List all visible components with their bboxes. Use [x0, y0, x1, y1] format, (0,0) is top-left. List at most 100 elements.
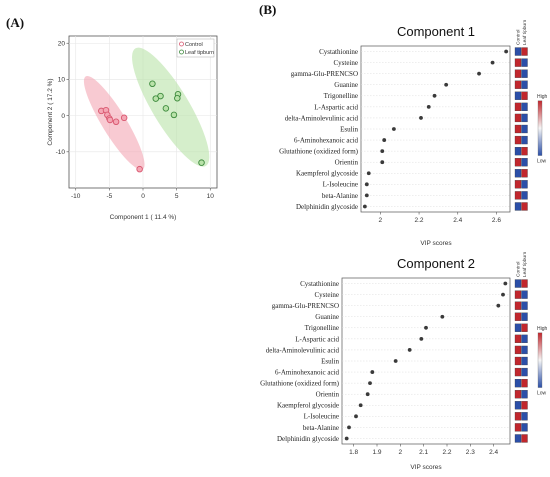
- vip2-heatmap-cell: [521, 345, 528, 355]
- vip2-category-label: L-Isoleucine: [304, 413, 339, 421]
- vip2-heatmap-cell: [514, 290, 522, 299]
- vip2-vip-point: [368, 381, 372, 386]
- vip2-category-label: Delphinidin glycoside: [277, 435, 339, 443]
- vip2-heatmap-cell: [514, 345, 522, 355]
- leaf-tipburn-ellipse: [132, 47, 210, 167]
- control-point: [120, 114, 128, 122]
- vip2-category-label: Cystathionine: [300, 280, 339, 288]
- vip1-scale-low-label: Low: [537, 159, 547, 165]
- vip2-heatmap-cell: [514, 312, 522, 321]
- vip1-heatmap-cell: [514, 169, 522, 178]
- vip1-title: Component 1: [397, 24, 475, 39]
- vip1-vip-point: [380, 160, 385, 165]
- vip2-category-label: Glutathione (oxidized form): [260, 380, 340, 388]
- vip1-heatmap-cell: [521, 169, 528, 178]
- vip2-category-label: delta-Aminolevulinic acid: [266, 346, 340, 354]
- panel-a-label: (A): [6, 15, 24, 30]
- vip1-heatmap-cell: [521, 113, 528, 123]
- vip1-heatmap-cell: [514, 69, 522, 78]
- vip1-category-label: Orientin: [335, 159, 359, 167]
- vip1-heatmap-cell: [521, 191, 528, 200]
- vip1-heatmap-cell: [521, 146, 528, 156]
- vip2-heatmap-cell: [521, 434, 528, 443]
- vip1-heatmap-cell: [514, 80, 522, 89]
- vip2-vip-point: [347, 425, 351, 430]
- vip1-category-label: Delphinidin glycoside: [296, 203, 358, 211]
- vip1-category-label: Trigonelline: [324, 92, 358, 100]
- vip2-heatmap-cell: [521, 334, 528, 344]
- vip1-heatmap-cell: [514, 113, 522, 123]
- vip2-heatmap-cell: [514, 390, 522, 399]
- vip1-heatmap-cell: [514, 146, 522, 156]
- leaf-tipburn-point: [149, 80, 156, 88]
- vip1-heatmap-header: Control: [516, 30, 522, 45]
- leaf-tipburn-point: [198, 159, 205, 166]
- vip2-vip-point: [407, 348, 412, 352]
- vip1-heatmap-cell: [514, 202, 522, 211]
- vip1-x-tick-label: 2: [379, 217, 383, 224]
- vip1-vip-point: [364, 193, 369, 198]
- vip2-x-tick-label: 2.3: [466, 449, 475, 456]
- vip1-x-axis-label: VIP scores: [420, 240, 452, 247]
- vip2-vip-point: [496, 303, 501, 308]
- vip2-heatmap-cell: [521, 279, 528, 288]
- vip1-heatmap-cell: [521, 58, 528, 67]
- vip1-vip-point: [426, 104, 431, 109]
- vip1-heatmap-cell: [514, 58, 522, 67]
- vip1-category-label: Esulin: [340, 125, 358, 133]
- leaf-tipburn-point: [162, 105, 170, 112]
- vip1-vip-point: [504, 49, 509, 54]
- pca-y-tick-label: 0: [61, 113, 65, 120]
- vip1-heatmap-cell: [521, 69, 528, 78]
- vip1-category-label: Glutathione (oxidized form): [279, 148, 359, 156]
- vip1-heatmap-cell: [521, 91, 528, 100]
- vip1-heatmap-cell: [521, 158, 528, 167]
- vip2-heatmap-cell: [521, 323, 528, 332]
- vip2-vip-point: [440, 314, 445, 319]
- vip-component-1-chart: Component 1 Cystathionine Cysteine gamma-G…: [279, 19, 547, 247]
- vip1-category-label: Cystathionine: [319, 48, 358, 56]
- vip1-heatmap-cell: [514, 91, 522, 100]
- vip1-vip-point: [391, 127, 396, 131]
- legend-control-marker: [179, 41, 184, 47]
- vip2-category-label: beta-Alanine: [303, 424, 339, 432]
- vip1-vip-point: [490, 60, 495, 65]
- vip1-x-tick-label: 2.2: [415, 217, 424, 224]
- vip2-heatmap-cell: [514, 401, 522, 410]
- vip2-vip-point: [365, 392, 370, 397]
- vip2-heatmap-cell: [521, 401, 528, 410]
- vip2-category-label: Trigonelline: [305, 324, 339, 332]
- vip1-category-label: beta-Alanine: [322, 192, 358, 200]
- vip2-heatmap-cell: [521, 301, 528, 310]
- vip2-vip-point: [501, 292, 505, 297]
- vip2-heatmap-cell: [521, 423, 528, 432]
- vip2-heatmap-cell: [514, 279, 522, 288]
- vip2-vip-point: [344, 436, 349, 441]
- leaf-tipburn-point: [174, 94, 181, 102]
- pca-x-tick-label: 10: [207, 193, 215, 200]
- vip1-heatmap-header: Leaf tipburn: [522, 19, 528, 45]
- vip2-heatmap-cell: [521, 312, 528, 321]
- control-point: [112, 118, 120, 126]
- vip2-color-scale-bar: [537, 332, 543, 388]
- pca-y-axis-label: Component 2 ( 17.2 %): [47, 78, 54, 145]
- vip2-heatmap-cell: [514, 423, 522, 432]
- vip1-category-label: L-Aspartic acid: [314, 103, 358, 111]
- vip2-heatmap-cell: [514, 301, 522, 310]
- pca-points: [98, 80, 205, 173]
- vip2-heatmap-cell: [521, 290, 528, 299]
- pca-x-tick-label: -10: [71, 193, 81, 200]
- legend-leaf-tipburn-label: Leaf tipburn: [185, 50, 214, 56]
- vip2-x-tick-label: 2.2: [442, 449, 451, 456]
- vip1-heatmap-cell: [514, 191, 522, 200]
- vip1-vip-point: [362, 204, 367, 209]
- pca-x-tick-label: -5: [106, 193, 112, 200]
- leaf-tipburn-point: [152, 95, 160, 102]
- pca-legend-box: [176, 38, 215, 58]
- vip1-heatmap-cell: [514, 47, 522, 56]
- vip1-category-label: delta-Aminolevulinic acid: [285, 114, 359, 122]
- vip2-category-label: Cysteine: [315, 291, 340, 299]
- vip2-category-label: Kaempferol glycoside: [277, 402, 339, 410]
